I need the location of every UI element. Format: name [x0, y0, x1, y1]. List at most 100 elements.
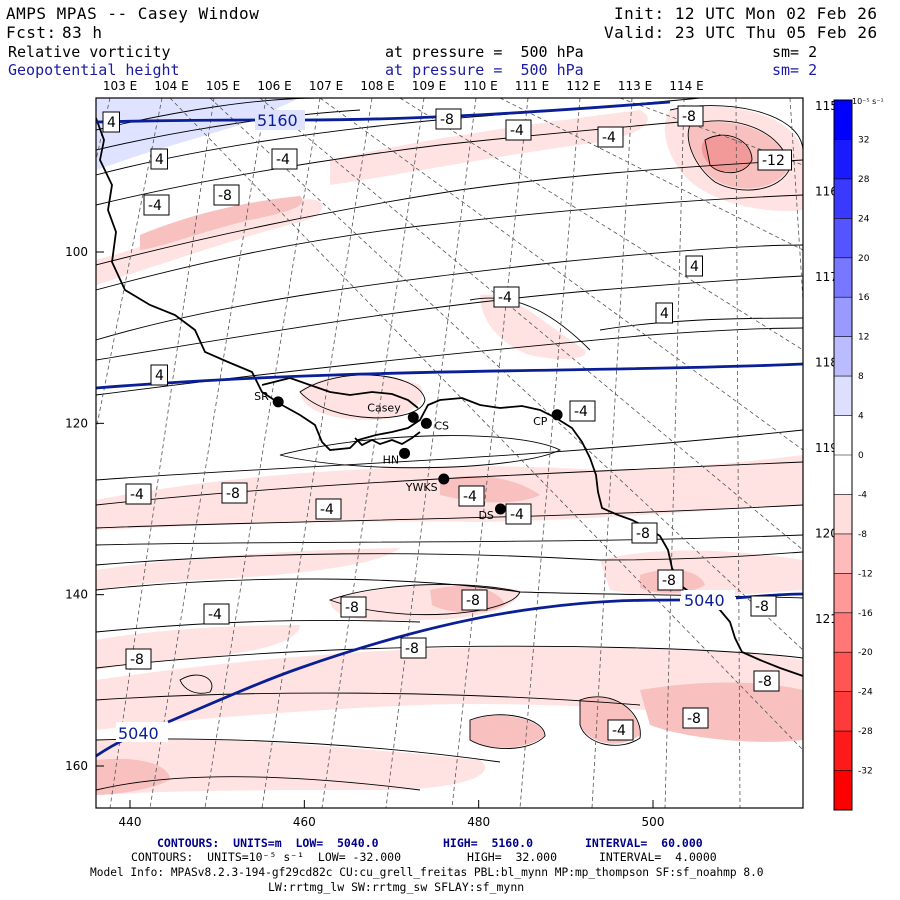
vort-label: -4 — [602, 130, 616, 146]
station-label: Casey — [367, 401, 401, 414]
vort-label: -8 — [130, 652, 144, 668]
colorbar-segment — [834, 612, 852, 653]
vort-label-box — [655, 302, 673, 324]
footer-height-interval: INTERVAL= 60.000 — [585, 836, 703, 850]
colorbar-segment — [834, 455, 852, 495]
colorbar-segment — [834, 415, 852, 456]
vort-label: -8 — [682, 109, 696, 125]
vort-label: -4 — [510, 123, 524, 139]
vort-label: -8 — [687, 711, 701, 727]
vort-label: -8 — [662, 573, 676, 589]
vort-area — [701, 136, 752, 172]
field2-level: at pressure = 500 hPa — [385, 61, 584, 79]
colorbar-segment — [834, 178, 852, 219]
vort-label-box — [458, 485, 485, 507]
vorticity-labels: 4 -8 -4 -4 -8 -12 4 -4 -8 -4 4 -4 4 4 -4 -4 -8 -4 -4 -4 -8 -8… — [102, 105, 792, 741]
vort-label-box — [677, 105, 704, 127]
vort-label: -8 — [405, 641, 419, 657]
y-tick-label: 140 — [65, 588, 88, 602]
station-label: SR — [254, 390, 269, 403]
longitude-label: 104 E — [154, 79, 188, 93]
vort-label: 4 — [660, 306, 669, 322]
vort-area — [96, 199, 323, 285]
longitude-label: 112 E — [566, 79, 600, 93]
station-label: CP — [533, 415, 548, 428]
vort-label-box — [597, 126, 624, 148]
vort-label: -4 — [510, 507, 524, 523]
x-tick-label: 500 — [642, 815, 665, 829]
station-label: DS — [478, 509, 493, 522]
forecast-label: Fcst: — [6, 23, 57, 42]
station-marker — [551, 409, 563, 421]
colorbar-segment — [834, 257, 852, 298]
vorticity-contours — [96, 98, 803, 791]
station-marker — [272, 396, 284, 408]
vort-label: 4 — [107, 115, 116, 131]
coastline — [96, 117, 803, 677]
vort-label-box — [435, 108, 462, 130]
valid-time: Valid: 23 UTC Thu 05 Feb 26 — [604, 23, 878, 42]
colorbar: 32 28 24 20 16 12 8 4 0 -4 -8 -12 -16 -20 -24 -28 -32 10⁻… — [833, 97, 884, 811]
vorticity-shading — [96, 98, 803, 795]
colorbar-tick-label: -8 — [858, 530, 867, 540]
longitude-label: 105 E — [206, 79, 240, 93]
vort-label: 4 — [690, 259, 699, 275]
footer-height-high: HIGH= 5160.0 — [443, 836, 534, 850]
longitude-label: 111 E — [515, 79, 549, 93]
colorbar-segment — [834, 376, 852, 417]
positive-vorticity-area — [96, 98, 300, 170]
vort-label: -8 — [466, 593, 480, 609]
station-label: HN — [383, 453, 400, 466]
colorbar-tick-label: -24 — [858, 688, 873, 698]
height-label-5160: 5160 — [257, 111, 298, 130]
vort-label-box — [143, 194, 170, 216]
plot-frame — [95, 97, 804, 809]
longitude-label: 107 E — [309, 79, 343, 93]
height-labels: 5160 5040 5040 — [116, 110, 735, 743]
vort-label-box — [685, 255, 703, 277]
vort-label-box — [150, 148, 168, 170]
colorbar-tick-label: 8 — [858, 372, 864, 382]
longitude-label: 103 E — [103, 79, 137, 93]
vort-label-box — [221, 482, 248, 504]
vort-area — [96, 646, 803, 730]
vort-label-box — [203, 603, 230, 625]
axis-ticks: 440 460 480 500 100 120 140 160 — [65, 245, 664, 829]
colorbar-segment — [834, 336, 852, 377]
colorbar-segment — [834, 100, 852, 140]
init-time: Init: 12 UTC Mon 02 Feb 26 — [614, 4, 878, 23]
colorbar-segment — [834, 139, 852, 180]
vort-area — [470, 715, 545, 748]
colorbar-tick-label: 16 — [858, 293, 870, 303]
vort-label: -4 — [148, 198, 162, 214]
vort-label-box — [102, 111, 120, 133]
height-label-5040: 5040 — [684, 591, 725, 610]
vort-label: -8 — [226, 486, 240, 502]
vort-area — [640, 682, 803, 742]
footer-vort-high: HIGH= 32.000 — [467, 850, 558, 864]
vort-label: -8 — [755, 599, 769, 615]
colorbar-segment — [834, 533, 852, 574]
footer-height-contours: CONTOURS: UNITS=m LOW= 5040.0 — [157, 836, 379, 850]
footer-vort-contours: CONTOURS: UNITS=10⁻⁵ s⁻¹ LOW= -32.000 — [131, 850, 402, 864]
vort-label-box — [150, 364, 168, 386]
plot-title: AMPS MPAS -- Casey Window — [6, 4, 260, 23]
colorbar-tick-label: -28 — [858, 727, 873, 737]
colorbar-segment — [834, 652, 852, 693]
height-contours — [96, 100, 803, 758]
colorbar-unit: 10⁻⁵ s⁻¹ — [852, 97, 884, 106]
vort-label-box — [607, 719, 634, 741]
colorbar-segment — [834, 731, 852, 772]
colorbar-segment — [834, 297, 852, 338]
field1-level: at pressure = 500 hPa — [385, 43, 584, 61]
station-label: YWKS — [405, 481, 438, 494]
y-tick-label: 160 — [65, 759, 88, 773]
field2-smoothing: sm= 2 — [772, 61, 818, 79]
field2-name: Geopotential height — [8, 61, 180, 79]
vort-area — [600, 550, 803, 596]
station-marker — [407, 411, 419, 423]
vort-area — [300, 374, 423, 420]
vort-label: -12 — [762, 153, 785, 169]
footer-model-info: Model Info: MPASv8.2.3-194-gf29cd82c CU:… — [90, 866, 764, 879]
height-label-5040: 5040 — [118, 724, 159, 743]
